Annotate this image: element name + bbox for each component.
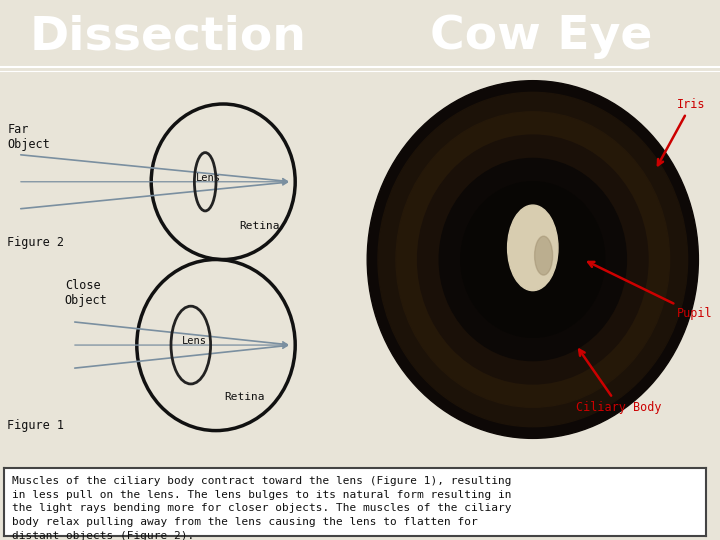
Circle shape [378,92,688,427]
Text: Click: Click [637,494,691,511]
Circle shape [418,135,648,384]
Circle shape [367,80,698,438]
Text: Iris: Iris [658,98,706,165]
Text: Lens: Lens [197,173,221,183]
Text: Ciliary Body: Ciliary Body [577,349,662,414]
Text: Lens: Lens [182,336,207,346]
Text: Figure 1: Figure 1 [7,419,64,432]
Circle shape [461,182,605,338]
Circle shape [439,158,626,361]
Text: Pupil: Pupil [588,262,713,320]
Text: Close
Object: Close Object [65,279,107,307]
Circle shape [396,112,670,407]
Ellipse shape [508,205,558,291]
Text: Muscles of the ciliary body contract toward the lens (Figure 1), resulting
in le: Muscles of the ciliary body contract tow… [12,476,511,540]
Text: Far
Object: Far Object [7,124,50,151]
Text: Retina: Retina [225,392,265,402]
Ellipse shape [534,236,553,275]
Text: Retina: Retina [239,221,279,231]
Text: Figure 2: Figure 2 [7,236,64,249]
Text: Cow Eye: Cow Eye [430,15,652,59]
Text: Dissection: Dissection [30,15,307,59]
